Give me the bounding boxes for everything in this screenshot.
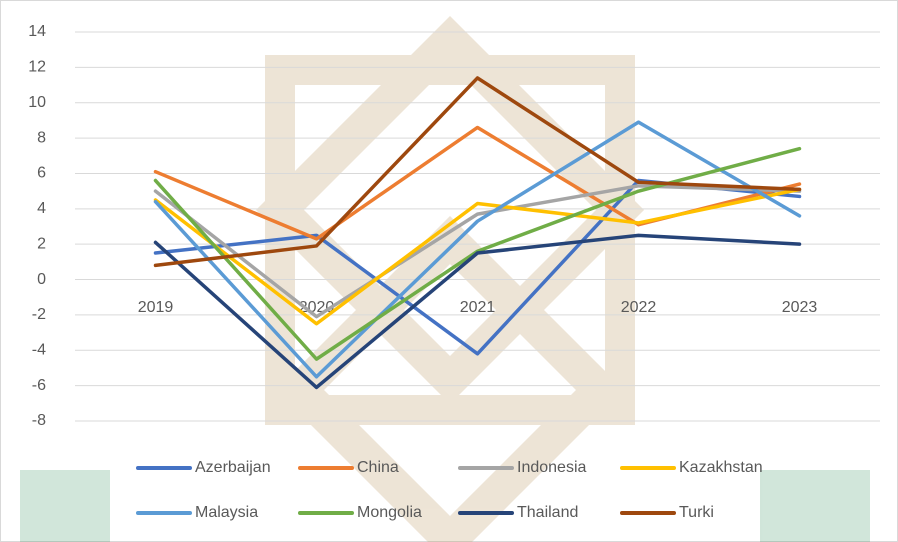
- x-tick-label: 2023: [782, 299, 818, 316]
- y-tick-label: 0: [37, 271, 46, 288]
- x-tick-label: 2019: [138, 299, 174, 316]
- y-tick-label: 12: [28, 59, 46, 76]
- series-line: [153, 120, 802, 379]
- legend-label: Thailand: [517, 504, 578, 521]
- y-tick-label: -6: [32, 377, 46, 394]
- legend-label: China: [357, 459, 399, 476]
- series-line: [153, 187, 802, 326]
- y-tick-label: 8: [37, 129, 46, 146]
- y-tick-label: -8: [32, 412, 46, 429]
- y-tick-label: 2: [37, 235, 46, 252]
- y-tick-label: 14: [28, 23, 46, 40]
- y-tick-label: -2: [32, 306, 46, 323]
- legend-label: Mongolia: [357, 504, 422, 521]
- x-tick-label: 2021: [460, 299, 496, 316]
- legend-label: Malaysia: [195, 504, 258, 521]
- legend-label: Kazakhstan: [679, 459, 763, 476]
- series-line: [153, 184, 802, 319]
- legend-label: Indonesia: [517, 459, 586, 476]
- y-tick-label: 6: [37, 165, 46, 182]
- y-tick-label: 4: [37, 200, 46, 217]
- series-line: [153, 146, 802, 361]
- y-tick-label: 10: [28, 94, 46, 111]
- y-tick-label: -4: [32, 341, 46, 358]
- legend-label: Azerbaijan: [195, 459, 271, 476]
- legend-label: Turki: [679, 504, 714, 521]
- x-tick-label: 2022: [621, 299, 657, 316]
- series-line: [153, 76, 802, 268]
- series-line: [153, 233, 802, 390]
